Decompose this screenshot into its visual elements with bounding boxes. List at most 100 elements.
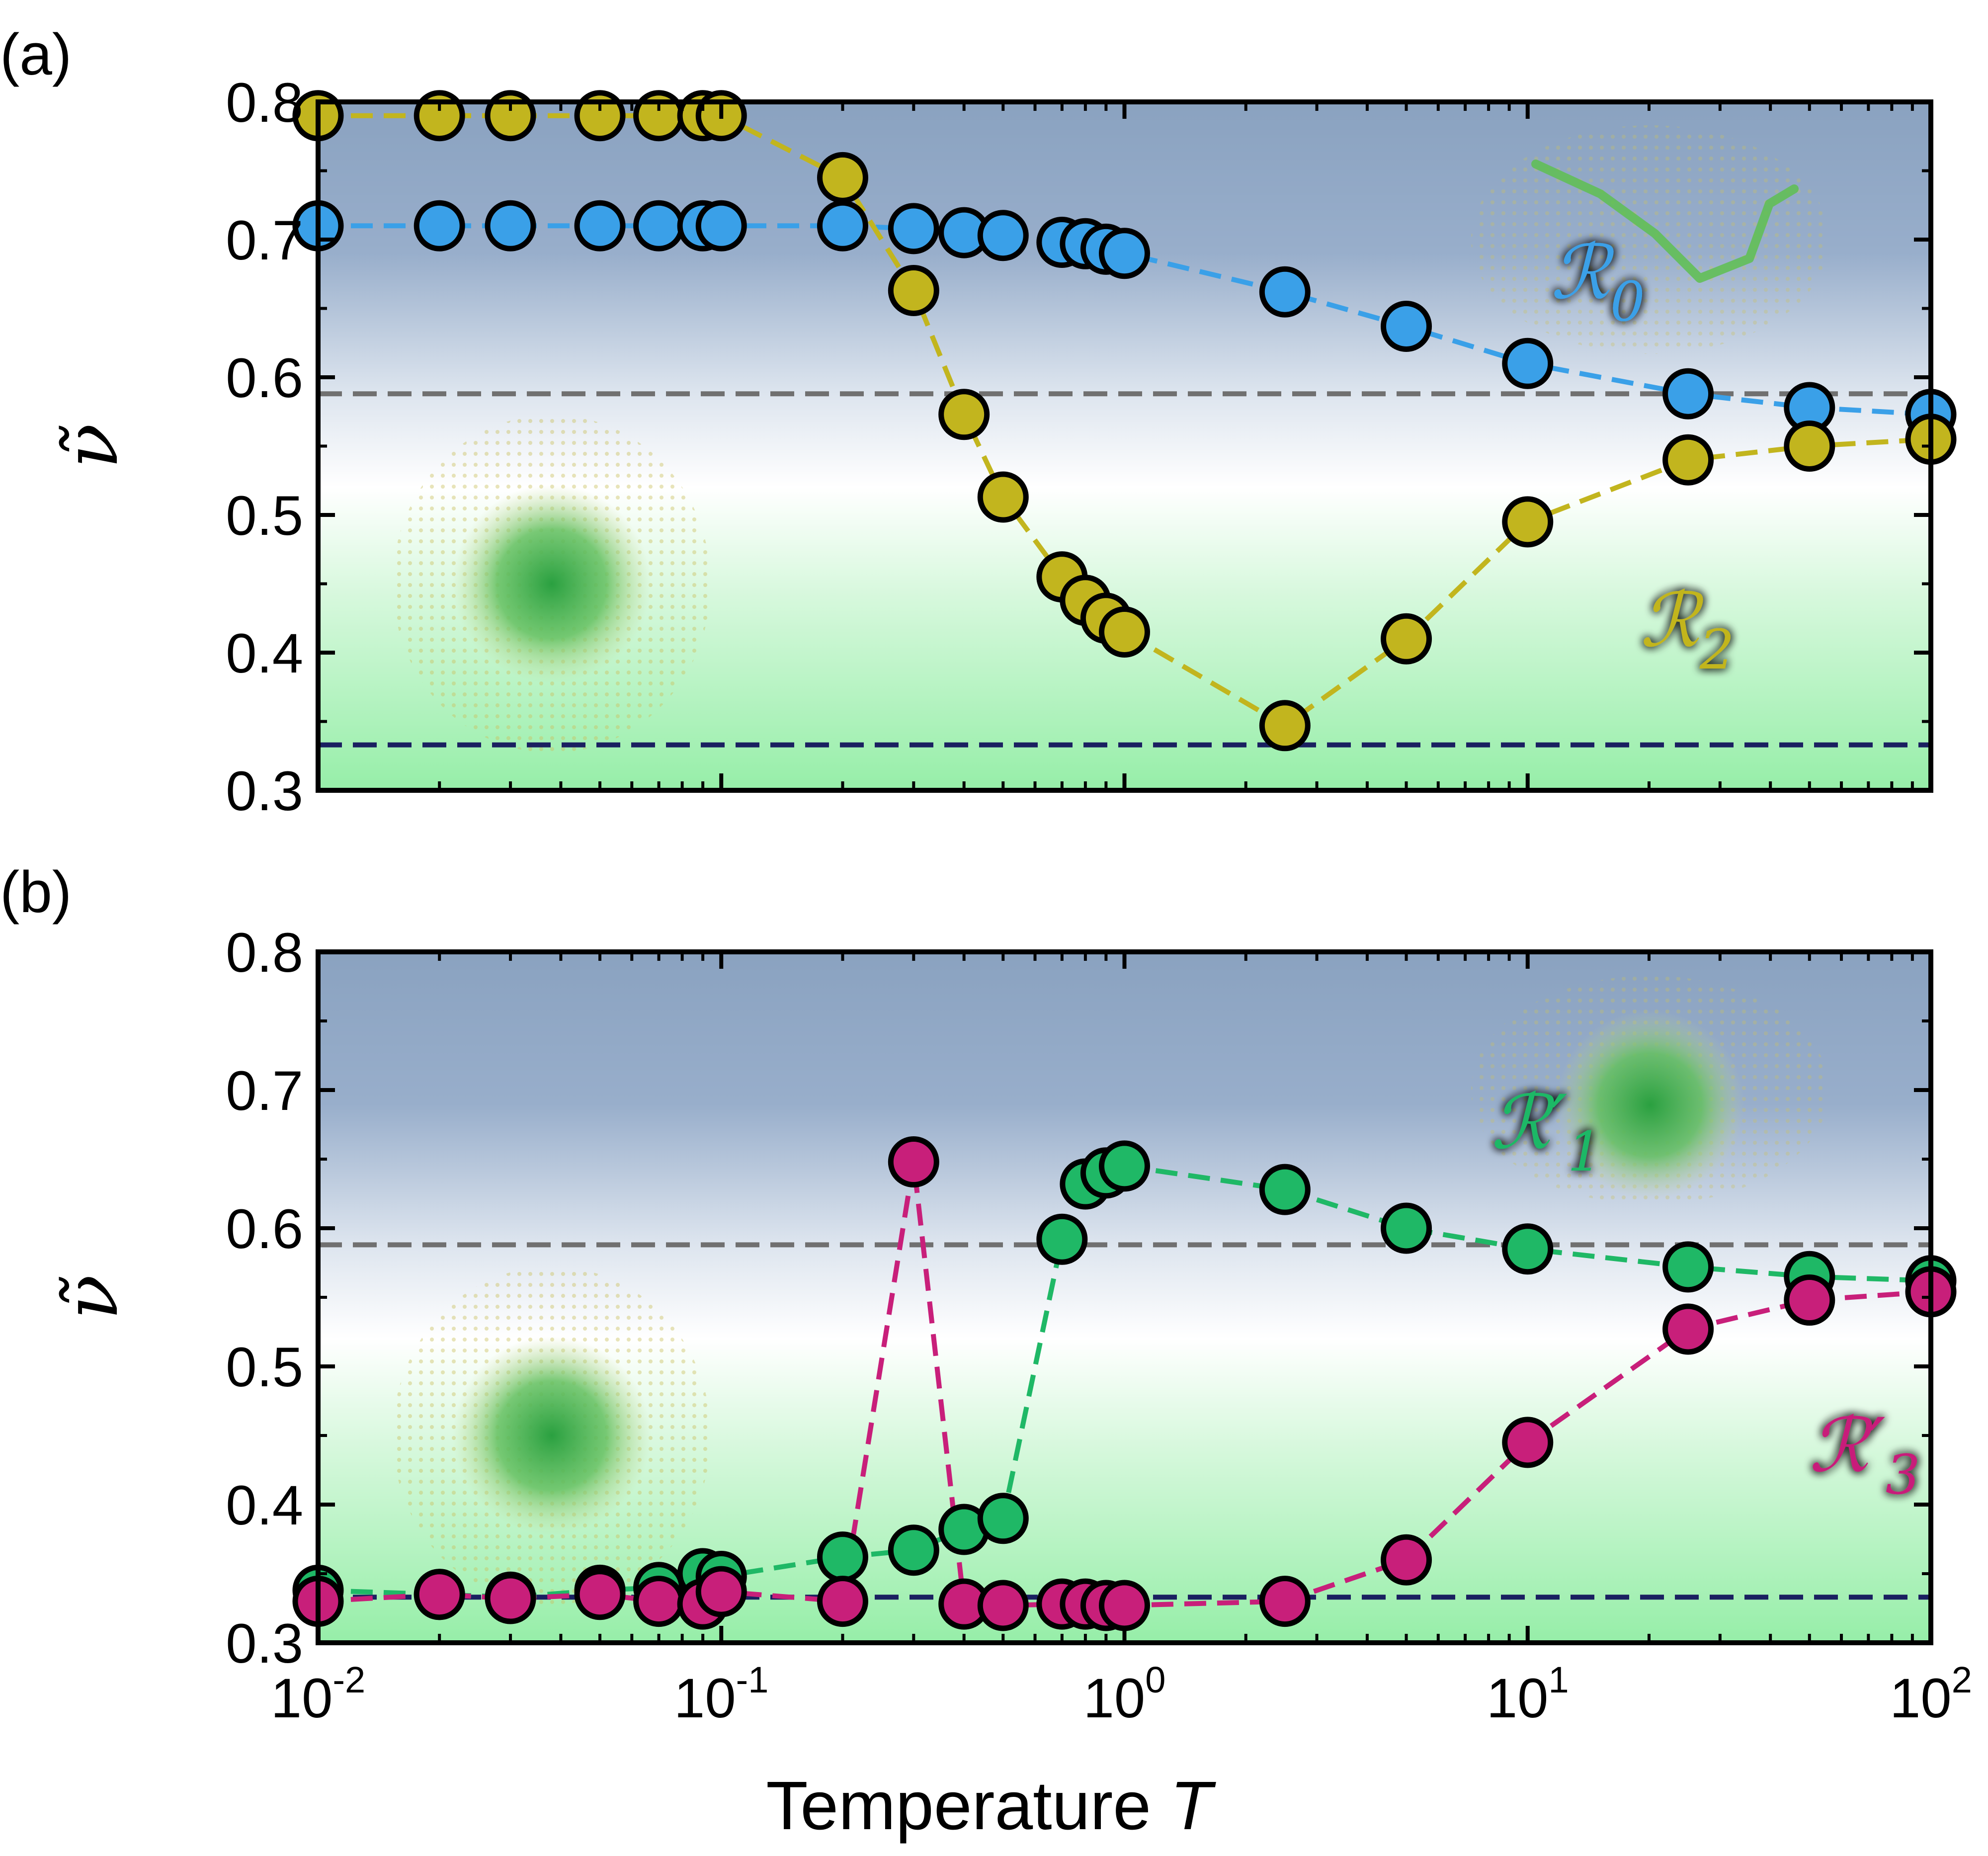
data-point-R'3 [1259,1576,1311,1627]
molecule-illustration [393,125,1829,753]
data-point-R'3 [977,1580,1029,1631]
data-point-R'1 [1662,1241,1714,1293]
series-label-letter: ℛ [1551,230,1615,316]
data-point-R0 [633,200,685,252]
data-point-R'1 [1259,1164,1311,1215]
series-label-subscript: 0 [1610,270,1645,334]
data-point-R0 [1381,301,1432,352]
data-point-R'1 [1036,1213,1088,1265]
y-axis-label: ν̃ [48,1274,135,1320]
data-point-R0 [1099,228,1150,279]
x-tick-label: 102 [1890,1659,1972,1729]
data-point-R0 [1662,368,1714,420]
x-tick-label: 10-2 [271,1659,365,1729]
x-tick-exponent: -2 [332,1659,365,1700]
y-tick-label: 0.3 [226,1612,303,1675]
data-point-R'3 [485,1573,536,1624]
series-label-letter: ℛ′ [1491,1080,1568,1166]
data-point-R0 [414,200,465,252]
data-point-R'1 [1381,1202,1432,1254]
data-point-R0 [695,200,747,252]
data-point-R0 [574,200,626,252]
data-point-R2 [977,471,1029,523]
y-tick-label: 0.4 [226,1474,303,1536]
x-axis-label-text: Temperature [766,1768,1151,1844]
data-point-R'3 [1381,1534,1432,1586]
y-tick-label: 0.7 [226,1060,303,1122]
x-tick-label: 100 [1083,1659,1166,1729]
panel-label-b: (b) [0,859,72,925]
y-tick-label: 0.7 [226,209,303,271]
x-axis-label: Temperature T [766,1768,1216,1844]
y-axis-label: ν̃ [48,423,135,469]
collapsed-globule [452,484,651,683]
data-point-R0 [888,203,939,254]
series-label-R0: ℛ0 [1551,230,1645,334]
x-axis-label-var: T [1170,1768,1216,1844]
series-label-subscript: 2 [1699,618,1735,681]
data-point-R0 [485,200,536,252]
data-point-R'1 [817,1531,868,1583]
data-point-R'3 [817,1576,868,1627]
extended-chain [1531,160,1799,283]
y-tick-label: 0.8 [226,922,303,984]
partial-globule [1556,1011,1744,1199]
data-point-R'3 [1784,1274,1835,1326]
x-tick-base: 10 [271,1667,333,1729]
series-label-letter: ℛ [1640,578,1704,664]
data-point-R2 [1099,606,1150,658]
series-label-R'3: ℛ′3 [1809,1403,1920,1507]
data-point-R2 [1662,434,1714,486]
data-point-R2 [1259,700,1311,752]
y-tick-label: 0.5 [226,485,303,547]
x-tick-base: 10 [1487,1667,1549,1729]
data-point-R'1 [977,1493,1029,1544]
x-tick-exponent: 2 [1952,1659,1972,1700]
data-point-R2 [1502,496,1554,548]
x-tick-base: 10 [674,1667,736,1729]
x-tick-label: 10-1 [674,1659,768,1729]
x-tick-exponent: 1 [1548,1659,1569,1700]
data-point-R'3 [633,1576,685,1627]
data-point-R2 [1784,421,1835,472]
data-point-R'1 [888,1524,939,1576]
y-tick-label: 0.6 [226,1198,303,1260]
series-label-R'1: ℛ′1 [1491,1080,1602,1183]
series-label-letter: ℛ′ [1809,1403,1886,1489]
data-point-R'3 [1502,1417,1554,1468]
collapsed-globule [452,1336,651,1535]
y-tick-label: 0.6 [226,347,303,409]
data-point-R'3 [695,1566,747,1617]
data-point-R'1 [1099,1140,1150,1192]
y-tick-label: 0.4 [226,622,303,684]
series-label-subscript: 1 [1568,1120,1602,1183]
data-point-R0 [977,210,1029,261]
data-point-R2 [1381,613,1432,665]
x-tick-exponent: 0 [1145,1659,1165,1700]
data-point-R'3 [1662,1303,1714,1355]
data-point-R2 [888,264,939,316]
x-tick-label: 101 [1487,1659,1569,1729]
data-point-R2 [938,389,990,440]
y-tick-label: 0.5 [226,1336,303,1398]
series-label-subscript: 3 [1886,1443,1920,1507]
x-tick-base: 10 [1890,1667,1952,1729]
data-point-R'3 [1099,1580,1150,1631]
data-point-R2 [817,152,868,203]
molecule-illustration [393,976,1829,1604]
lattice-cloud [1471,125,1829,354]
y-tick-label: 0.3 [226,760,303,822]
data-point-R'1 [1502,1223,1554,1275]
series-label-R2: ℛ2 [1640,578,1735,681]
data-point-R0 [1502,337,1554,389]
y-tick-label: 0.8 [226,72,303,134]
data-point-R'3 [888,1136,939,1188]
data-point-R0 [817,200,868,252]
data-point-R'3 [414,1569,465,1620]
data-point-R'3 [574,1569,626,1620]
panel-label-a: (a) [0,22,72,87]
x-tick-base: 10 [1083,1667,1146,1729]
x-tick-exponent: -1 [736,1659,769,1700]
